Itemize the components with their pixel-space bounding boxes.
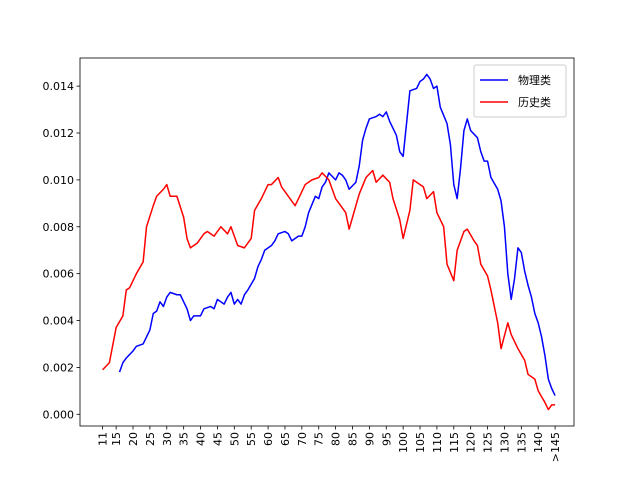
y-tick-label: 0.006 [43,268,75,281]
legend-box [473,64,567,118]
y-tick-label: 0.008 [43,221,75,234]
x-tick-label: 75 [313,432,326,446]
x-tick-label: 105 [414,432,427,453]
x-tick-label: 35 [178,432,191,446]
y-tick-label: 0.004 [43,315,75,328]
x-tick-label: 90 [363,432,376,446]
series-line [102,169,556,411]
x-tick-label: 45 [211,432,224,446]
x-tick-label: 25 [144,432,157,446]
y-tick-label: 0.014 [43,80,75,93]
x-tick-label: 100 [397,432,410,453]
y-tick-label: 0.002 [43,361,75,374]
series-line [118,73,556,396]
y-tick-label: 0.010 [43,174,75,187]
x-tick-label: 20 [127,432,140,446]
x-tick-label: 70 [296,432,309,446]
x-tick-label: 80 [330,432,343,446]
x-tick-label: 40 [195,432,208,446]
axes-frame [79,57,575,427]
legend-label: 物理类 [518,73,551,87]
x-tick-label: 85 [346,432,359,446]
x-tick-label: 30 [161,432,174,446]
x-tick-label: 125 [482,432,495,453]
x-tick-label: 11 [97,432,110,446]
x-tick-label: 120 [465,432,478,453]
x-tick-label: >145 [549,432,562,462]
x-tick-label: 140 [532,432,545,453]
x-tick-label: 50 [228,432,241,446]
x-tick-label: 60 [262,432,275,446]
x-tick-label: 95 [380,432,393,446]
x-tick-label: 65 [279,432,292,446]
x-tick-label: 115 [448,432,461,453]
x-tick-label: 130 [498,432,511,453]
legend-label: 历史类 [518,95,551,109]
x-tick-label: 15 [110,432,123,446]
x-tick-label: 135 [515,432,528,453]
x-tick-label: 110 [431,432,444,453]
y-tick-label: 0.012 [43,127,75,140]
y-tick-label: 0.000 [43,408,75,421]
x-tick-label: 55 [245,432,258,446]
